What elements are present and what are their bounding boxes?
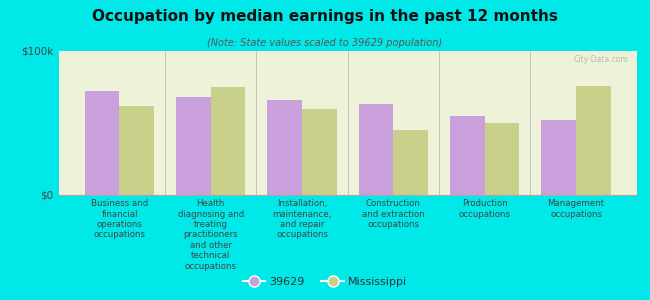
Bar <box>393 130 428 195</box>
Bar <box>450 116 485 195</box>
Bar <box>211 87 246 195</box>
Bar <box>267 100 302 195</box>
Bar <box>302 109 337 195</box>
Legend: 39629, Mississippi: 39629, Mississippi <box>239 273 411 291</box>
Bar <box>576 85 611 195</box>
Bar <box>176 97 211 195</box>
Bar <box>359 104 393 195</box>
Bar <box>485 123 519 195</box>
Text: City-Data.com: City-Data.com <box>573 55 629 64</box>
Text: (Note: State values scaled to 39629 population): (Note: State values scaled to 39629 popu… <box>207 38 443 47</box>
Bar <box>120 106 154 195</box>
Bar <box>84 91 120 195</box>
Bar <box>541 120 576 195</box>
Text: Occupation by median earnings in the past 12 months: Occupation by median earnings in the pas… <box>92 9 558 24</box>
